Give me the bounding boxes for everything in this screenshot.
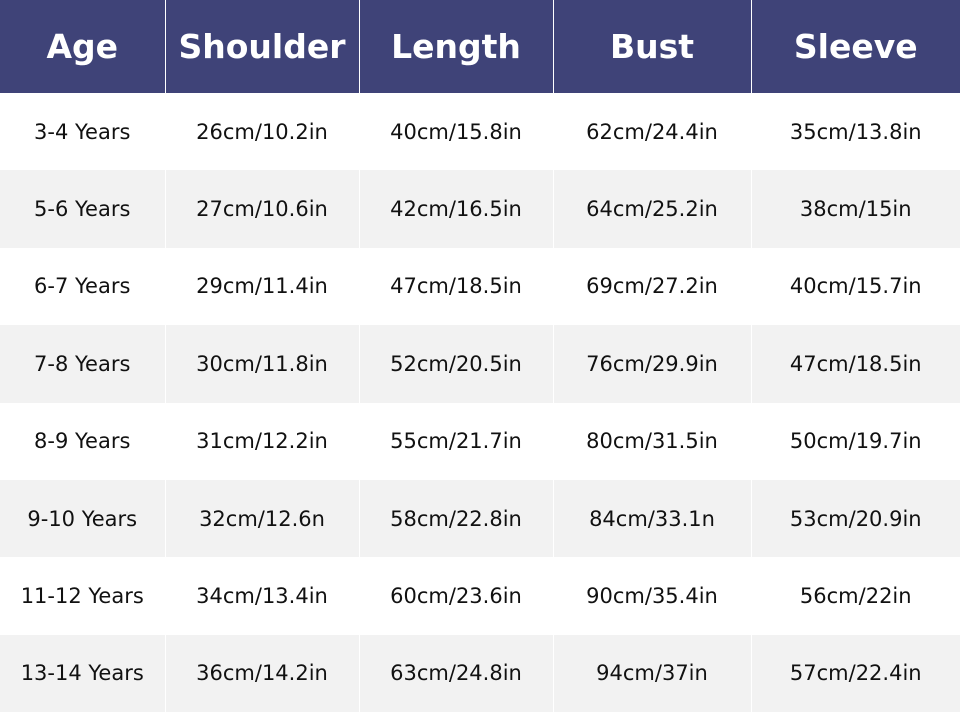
cell-bust: 69cm/27.2in bbox=[552, 247, 751, 326]
header-length: Length bbox=[358, 0, 553, 93]
table-row: 7-8 Years 30cm/11.8in 52cm/20.5in 76cm/29.9… bbox=[0, 325, 960, 403]
cell-sleeve: 35cm/13.8in bbox=[750, 93, 960, 171]
cell-age: 8-9 Years bbox=[34, 429, 131, 454]
cell-length: 63cm/24.8in bbox=[358, 634, 553, 713]
header-age: Age bbox=[0, 0, 165, 93]
table-row: 11-12 Years 34cm/13.4in 60cm/23.6in 90cm/35… bbox=[0, 557, 960, 635]
cell-bust: 80cm/31.5in bbox=[552, 402, 751, 480]
cell-shoulder: 34cm/13.4in bbox=[164, 557, 359, 635]
cell-age: 7-8 Years bbox=[0, 325, 165, 403]
cell-length: 60cm/23.6in bbox=[358, 557, 553, 635]
cell-age: 11-12 Years bbox=[20, 584, 144, 609]
cell-bust: 94cm/37in bbox=[552, 634, 751, 713]
cell-bust: 76cm/29.9in bbox=[552, 325, 751, 403]
table-row: 8-9 Years 31cm/12.2in 55cm/21.7in 80cm/31.5… bbox=[0, 402, 960, 480]
table-row: 5-6 Years 27cm/10.6in 42cm/16.5in 64cm/25.2… bbox=[0, 170, 960, 248]
cell-length: 47cm/18.5in bbox=[358, 247, 553, 326]
cell-age: 13-14 Years bbox=[0, 634, 165, 713]
cell-sleeve: 38cm/15in bbox=[750, 170, 960, 248]
cell-age: 6-7 Years bbox=[34, 274, 131, 299]
cell-age: 3-4 Years bbox=[34, 119, 131, 144]
table-row: 6-7 Years 29cm/11.4in 47cm/18.5in 69cm/27.2… bbox=[0, 247, 960, 326]
header-bust: Bust bbox=[552, 0, 751, 93]
cell-shoulder: 36cm/14.2in bbox=[164, 634, 359, 713]
cell-length: 58cm/22.8in bbox=[358, 479, 553, 558]
cell-shoulder: 32cm/12.6n bbox=[164, 479, 359, 558]
header-sleeve: Sleeve bbox=[750, 0, 960, 93]
cell-bust: 90cm/35.4in bbox=[552, 557, 751, 635]
cell-bust: 84cm/33.1n bbox=[552, 479, 751, 558]
cell-shoulder: 30cm/11.8in bbox=[164, 325, 359, 403]
cell-shoulder: 27cm/10.6in bbox=[164, 170, 359, 248]
cell-sleeve: 47cm/18.5in bbox=[750, 325, 960, 403]
cell-length: 42cm/16.5in bbox=[358, 170, 553, 248]
cell-sleeve: 56cm/22in bbox=[750, 557, 960, 635]
cell-age: 5-6 Years bbox=[0, 170, 165, 248]
cell-bust: 64cm/25.2in bbox=[552, 170, 751, 248]
cell-bust: 62cm/24.4in bbox=[552, 93, 751, 171]
cell-shoulder: 26cm/10.2in bbox=[164, 93, 359, 171]
cell-age: 9-10 Years bbox=[0, 479, 165, 558]
cell-sleeve: 57cm/22.4in bbox=[750, 634, 960, 713]
cell-sleeve: 40cm/15.7in bbox=[750, 247, 960, 326]
cell-sleeve: 53cm/20.9in bbox=[750, 479, 960, 558]
cell-shoulder: 31cm/12.2in bbox=[164, 402, 359, 480]
cell-length: 55cm/21.7in bbox=[358, 402, 553, 480]
header-shoulder: Shoulder bbox=[164, 0, 359, 93]
table-row: 9-10 Years 32cm/12.6n 58cm/22.8in 84cm/33.1… bbox=[0, 479, 960, 558]
cell-length: 40cm/15.8in bbox=[358, 93, 553, 171]
cell-sleeve: 50cm/19.7in bbox=[750, 402, 960, 480]
table-row: 3-4 Years 26cm/10.2in 40cm/15.8in 62cm/24.4… bbox=[0, 93, 960, 171]
cell-shoulder: 29cm/11.4in bbox=[164, 247, 359, 326]
cell-length: 52cm/20.5in bbox=[358, 325, 553, 403]
table-row: 13-14 Years 36cm/14.2in 63cm/24.8in 94cm/37… bbox=[0, 634, 960, 713]
header-row: Age Shoulder Length Bust Sleeve bbox=[0, 0, 960, 93]
